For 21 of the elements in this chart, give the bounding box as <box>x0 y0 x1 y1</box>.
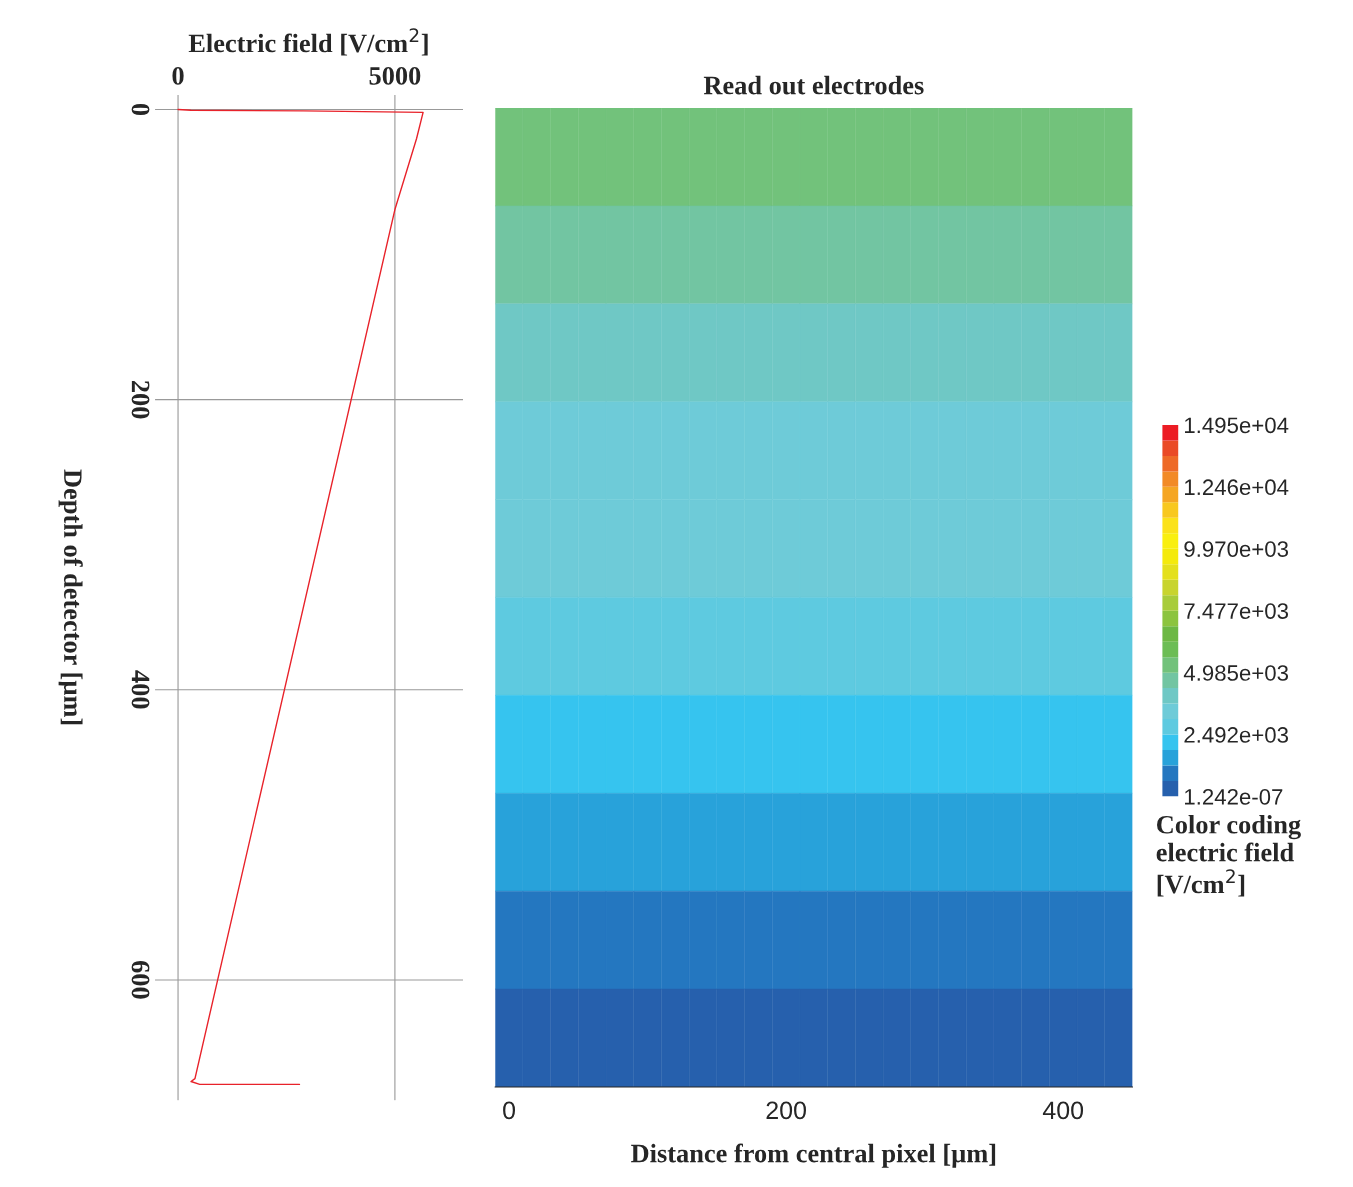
x-tick-label: 200 <box>766 1101 806 1120</box>
color-bar-label: 1.246e+04 <box>1185 479 1289 496</box>
x-tick-label: 400 <box>1042 1101 1084 1120</box>
color-bar-label: 1.242e-07 <box>1185 789 1283 805</box>
color-bar-title: Color coding electric field [V/cm$^{2}$] <box>1156 815 1301 897</box>
y-tick-label: 600 <box>131 961 150 999</box>
x-axis-title: Electric field [V/cm$^{2}$] <box>188 28 428 56</box>
y-tick-label: 400 <box>131 670 150 709</box>
y-tick-label: 200 <box>131 380 150 419</box>
line-series <box>177 108 424 1086</box>
color-bar-label: 4.985e+03 <box>1183 665 1289 681</box>
color-bar-label: 1.495e+04 <box>1185 417 1289 434</box>
color-bar-label: 2.492e+03 <box>1184 727 1289 743</box>
y-tick-label: 0 <box>131 103 150 116</box>
x-tick-label: 5000 <box>369 66 421 85</box>
y-axis-title: Depth of detector [µm] <box>58 469 83 725</box>
chart-title: Read out electrodes <box>703 75 924 95</box>
color-bar-label: 9.970e+03 <box>1184 541 1289 557</box>
color-bar-label: 7.477e+03 <box>1184 603 1289 619</box>
x-tick-label: 0 <box>503 1101 516 1120</box>
x-axis-title: Distance from central pixel [µm] <box>631 1143 996 1168</box>
